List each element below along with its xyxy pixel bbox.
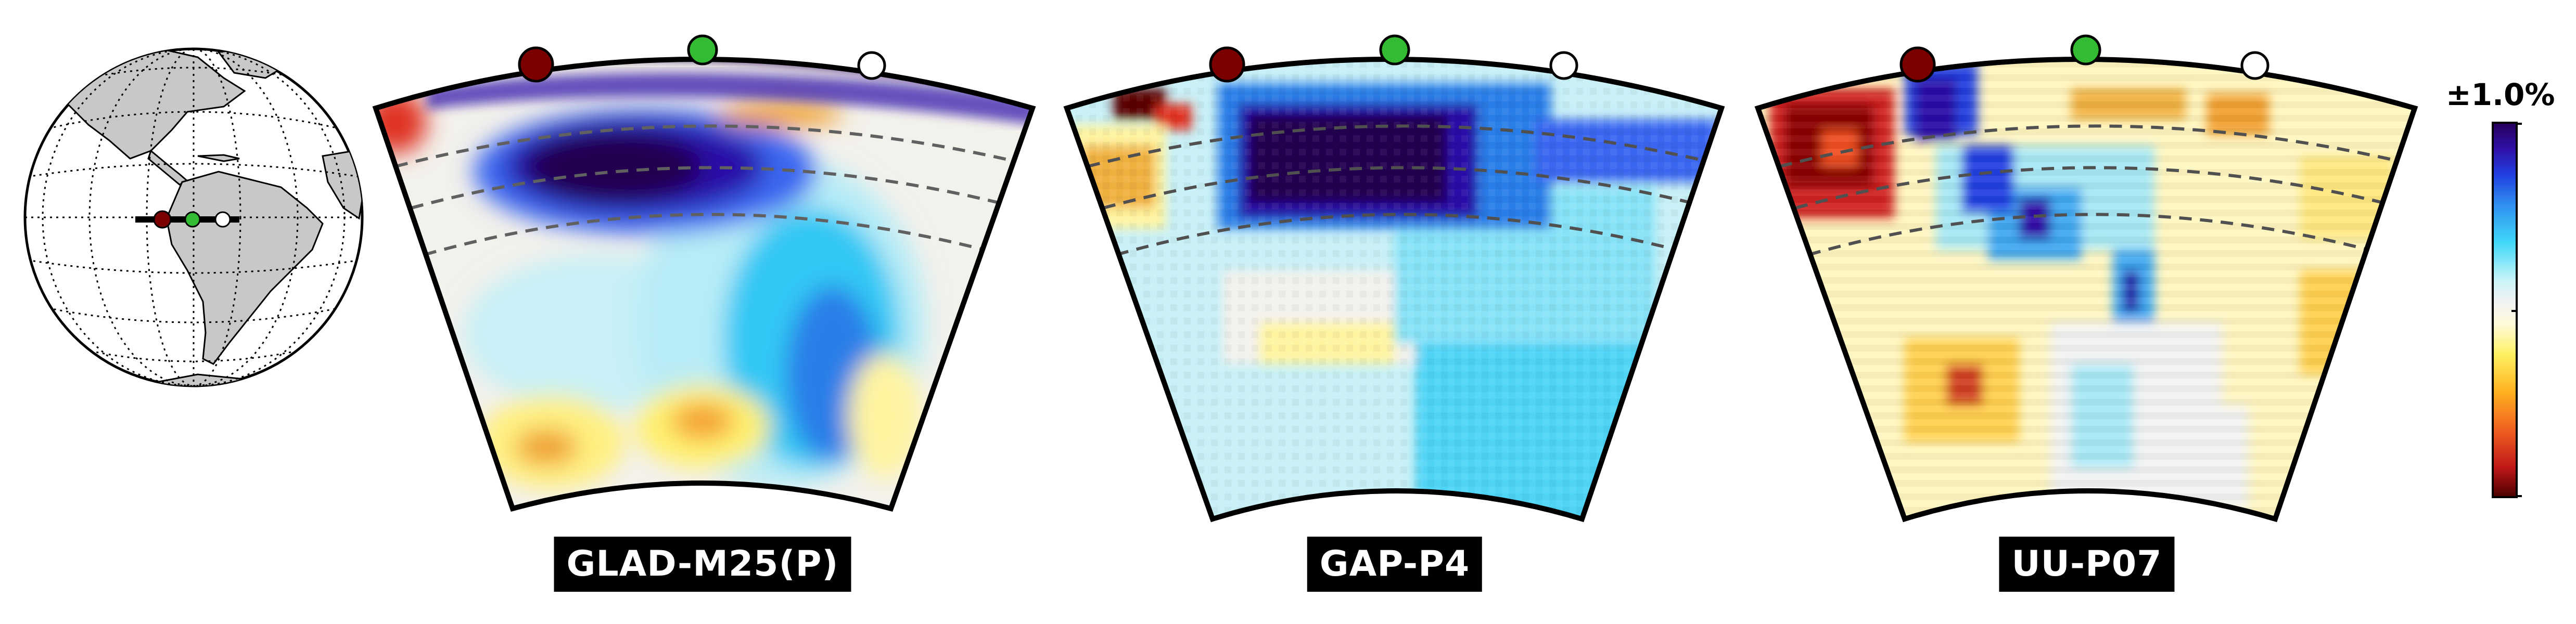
panel-glad-m25-outline [372,57,1036,512]
panel-glad-m25-mid-marker [687,34,718,66]
panel-gap-p4-end-marker [1549,51,1578,80]
panel-gap-p4-mid-marker [1379,34,1410,66]
panel-uu-p07-start-marker [1899,46,1936,83]
globe-map [23,47,364,387]
panel-label-uu-p07: UU-P07 [1999,537,2175,592]
panel-uu-p07-end-marker [2240,51,2269,80]
colorbar-scale-label: ±1.0% [2446,77,2555,112]
colorbar [2492,122,2522,498]
panel-uu-p07-mid-marker [2070,34,2101,66]
panel-label-gap-p4: GAP-P4 [1307,537,1483,592]
panel-uu-p07 [1754,34,2418,523]
panel-uu-p07-outline [1754,57,2418,523]
panel-gap-p4-outline [1063,57,1725,523]
profile-end-marker [214,211,231,228]
panel-gap-p4 [1063,34,1725,523]
panel-gap-p4-start-marker [1209,46,1245,83]
panel-glad-m25 [372,34,1036,512]
panel-glad-m25-end-marker [857,51,886,80]
panel-label-glad-m25: GLAD-M25(P) [554,537,851,592]
profile-mid-marker [184,211,201,228]
profile-start-marker [153,210,172,229]
panel-glad-m25-start-marker [518,46,554,83]
